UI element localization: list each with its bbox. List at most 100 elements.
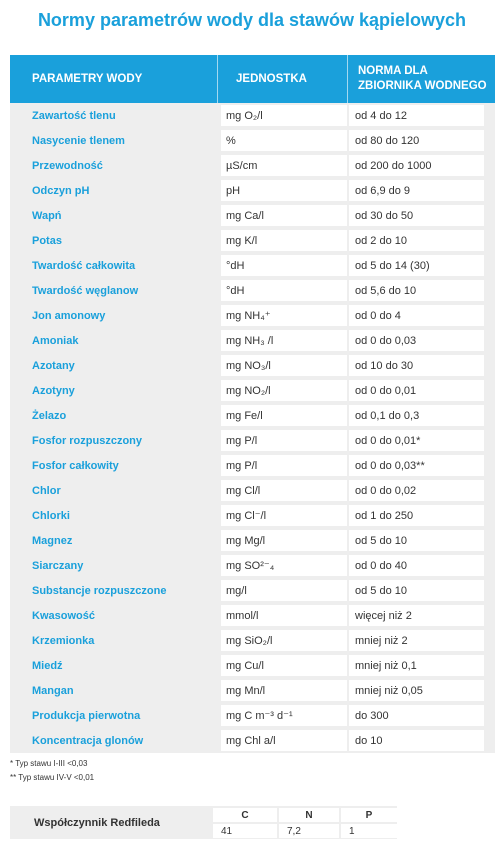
parameter-name: Twardość całkowita	[32, 259, 136, 272]
parameter-name: Miedź	[32, 659, 63, 672]
table-row: Krzemionka mg SiO₂/l mniej niż 2	[10, 628, 495, 653]
parameter-unit: mg SO²⁻₄	[221, 555, 347, 576]
parameter-norm: od 5 do 10	[349, 580, 484, 601]
redfield-head: N	[279, 808, 339, 822]
parameter-name: Koncentracja glonów	[32, 734, 144, 747]
header-norm: NORMA DLA ZBIORNIKA WODNEGO	[347, 55, 495, 103]
parameter-unit: mg SiO₂/l	[221, 630, 347, 651]
redfield-value: 1	[341, 824, 397, 838]
parameter-norm: od 4 do 12	[349, 105, 484, 126]
header-unit: JEDNOSTKA	[217, 55, 347, 103]
table-row: Substancje rozpuszczone mg/l od 5 do 10	[10, 578, 495, 603]
table-row: Wapń mg Ca/l od 30 do 50	[10, 203, 495, 228]
parameter-norm: mniej niż 0,05	[349, 680, 484, 701]
parameter-unit: °dH	[221, 280, 347, 301]
parameter-norm: od 0 do 0,02	[349, 480, 484, 501]
parameter-name: Produkcja pierwotna	[32, 709, 141, 722]
parameter-norm: od 1 do 250	[349, 505, 484, 526]
parameter-name: Fosfor rozpuszczony	[32, 434, 143, 447]
header-parameters: PARAMETRY WODY	[32, 73, 143, 85]
parameter-norm: od 80 do 120	[349, 130, 484, 151]
parameter-unit: mg/l	[221, 580, 347, 601]
table-header: PARAMETRY WODY JEDNOSTKA NORMA DLA ZBIOR…	[10, 55, 495, 103]
parameter-norm: od 5 do 10	[349, 530, 484, 551]
table-row: Amoniak mg NH₃ /l od 0 do 0,03	[10, 328, 495, 353]
parameter-name: Jon amonowy	[32, 309, 106, 322]
parameter-norm: od 5 do 14 (30)	[349, 255, 484, 276]
parameter-name: Wapń	[32, 209, 62, 222]
table-row: Kwasowość mmol/l więcej niż 2	[10, 603, 495, 628]
redfield-label: Współczynnik Redfileda	[34, 816, 160, 829]
parameter-name: Przewodność	[32, 159, 103, 172]
table-row: Żelazo mg Fe/l od 0,1 do 0,3	[10, 403, 495, 428]
parameter-unit: mg O₂/l	[221, 105, 347, 126]
parameter-unit: mg Cl⁻/l	[221, 505, 347, 526]
redfield-col-n: N 7,2	[279, 806, 339, 839]
parameter-name: Chlorki	[32, 509, 70, 522]
parameter-unit: %	[221, 130, 347, 151]
parameter-name: Azotany	[32, 359, 75, 372]
parameter-name: Siarczany	[32, 559, 84, 572]
parameter-norm: od 0,1 do 0,3	[349, 405, 484, 426]
table-row: Mangan mg Mn/l mniej niż 0,05	[10, 678, 495, 703]
footnote-1: * Typ stawu I-III <0,03	[10, 759, 88, 768]
parameter-unit: mg P/l	[221, 430, 347, 451]
parameter-name: Azotyny	[32, 384, 75, 397]
parameter-unit: mg Fe/l	[221, 405, 347, 426]
parameter-name: Twardość węglanow	[32, 284, 139, 297]
table-row: Koncentracja glonów mg Chl a/l do 10	[10, 728, 495, 753]
table-row: Azotany mg NO₃/l od 10 do 30	[10, 353, 495, 378]
parameter-unit: mg P/l	[221, 455, 347, 476]
parameter-name: Nasycenie tlenem	[32, 134, 125, 147]
parameter-name: Fosfor całkowity	[32, 459, 119, 472]
parameter-norm: od 0 do 0,03	[349, 330, 484, 351]
parameter-unit: mmol/l	[221, 605, 347, 626]
table-row: Nasycenie tlenem% od 80 do 120	[10, 128, 495, 153]
parameter-norm: więcej niż 2	[349, 605, 484, 626]
parameter-unit: mg Ca/l	[221, 205, 347, 226]
table-row: Chlor mg Cl/l od 0 do 0,02	[10, 478, 495, 503]
parameter-norm: mniej niż 0,1	[349, 655, 484, 676]
parameter-unit: mg K/l	[221, 230, 347, 251]
parameter-unit: pH	[221, 180, 347, 201]
redfield-col-p: P 1	[341, 806, 397, 839]
parameter-unit: mg NO₂/l	[221, 380, 347, 401]
parameter-unit: mg NH₃ /l	[221, 330, 347, 351]
table-row: Twardość węglanow °dH od 5,6 do 10	[10, 278, 495, 303]
table-body: Zawartość tlenu mg O₂/l od 4 do 12 Nasyceni…	[10, 103, 495, 753]
parameter-unit: mg NO₃/l	[221, 355, 347, 376]
table-row: Fosfor całkowity mg P/l od 0 do 0,03**	[10, 453, 495, 478]
table-row: Chlorki mg Cl⁻/l od 1 do 250	[10, 503, 495, 528]
table-row: Zawartość tlenu mg O₂/l od 4 do 12	[10, 103, 495, 128]
redfield-col-c: C 41	[213, 806, 277, 839]
parameter-unit: mg Mn/l	[221, 680, 347, 701]
redfield-value: 7,2	[279, 824, 339, 838]
water-parameters-table: PARAMETRY WODY JEDNOSTKA NORMA DLA ZBIOR…	[10, 55, 495, 753]
parameter-unit: mg NH₄⁺	[221, 305, 347, 326]
table-row: Twardość całkowita °dH od 5 do 14 (30)	[10, 253, 495, 278]
parameter-norm: od 6,9 do 9	[349, 180, 484, 201]
parameter-norm: od 5,6 do 10	[349, 280, 484, 301]
redfield-table: Współczynnik Redfileda C 41 N 7,2 P 1	[10, 806, 397, 839]
table-row: Potas mg K/l od 2 do 10	[10, 228, 495, 253]
table-row: Jon amonowy mg NH₄⁺ od 0 do 4	[10, 303, 495, 328]
parameter-norm: od 0 do 0,01*	[349, 430, 484, 451]
page-title: Normy parametrów wody dla stawów kąpielo…	[37, 10, 467, 30]
parameter-norm: od 0 do 40	[349, 555, 484, 576]
footnote-2: ** Typ stawu IV-V <0,01	[10, 773, 95, 782]
table-row: Odczyn pH pH od 6,9 do 9	[10, 178, 495, 203]
parameter-name: Chlor	[32, 484, 61, 497]
table-row: Siarczany mg SO²⁻₄ od 0 do 40	[10, 553, 495, 578]
parameter-norm: od 0 do 0,01	[349, 380, 484, 401]
table-row: Magnez mg Mg/l od 5 do 10	[10, 528, 495, 553]
parameter-name: Krzemionka	[32, 634, 95, 647]
parameter-norm: od 0 do 4	[349, 305, 484, 326]
parameter-norm: od 2 do 10	[349, 230, 484, 251]
parameter-norm: od 0 do 0,03**	[349, 455, 484, 476]
table-row: Miedź mg Cu/l mniej niż 0,1	[10, 653, 495, 678]
parameter-name: Mangan	[32, 684, 74, 697]
parameter-unit: µS/cm	[221, 155, 347, 176]
parameter-unit: mg C m⁻³ d⁻¹	[221, 705, 347, 726]
table-row: Azotyny mg NO₂/l od 0 do 0,01	[10, 378, 495, 403]
parameter-norm: mniej niż 2	[349, 630, 484, 651]
